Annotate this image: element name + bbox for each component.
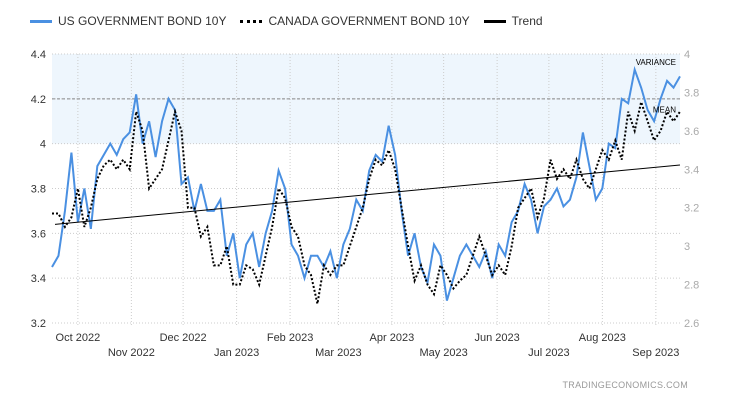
y-tick-left: 3.4 xyxy=(31,273,46,285)
y-tick-left: 3.2 xyxy=(31,318,46,330)
legend-label: CANADA GOVERNMENT BOND 10Y xyxy=(268,14,470,28)
x-tick-label: Mar 2023 xyxy=(315,347,361,359)
y-tick-left: 4 xyxy=(40,139,46,151)
x-tick-label: Jul 2023 xyxy=(528,347,570,359)
legend-label: Trend xyxy=(511,14,543,28)
x-tick-label: Jun 2023 xyxy=(474,332,519,344)
x-tick-label: May 2023 xyxy=(419,347,467,359)
legend: US GOVERNMENT BOND 10Y CANADA GOVERNMENT… xyxy=(30,14,543,28)
y-tick-left: 4.4 xyxy=(31,49,46,61)
y-tick-right: 3.2 xyxy=(684,203,699,215)
annotation-mean: MEAN xyxy=(653,105,676,114)
watermark: TRADINGECONOMICS.COM xyxy=(562,380,688,390)
legend-item-canada[interactable]: CANADA GOVERNMENT BOND 10Y xyxy=(240,14,470,28)
legend-item-trend[interactable]: Trend xyxy=(483,14,543,28)
x-tick-label: Aug 2023 xyxy=(579,332,626,344)
legend-swatch-canada xyxy=(240,19,263,23)
x-tick-label: Apr 2023 xyxy=(370,332,415,344)
y-tick-right: 3.8 xyxy=(684,87,699,99)
y-tick-right: 4 xyxy=(684,49,690,61)
y-tick-left: 3.8 xyxy=(31,184,46,196)
series-line-canada xyxy=(52,98,681,305)
y-tick-right: 3.4 xyxy=(684,164,699,176)
y-tick-left: 4.2 xyxy=(31,94,46,106)
y-tick-right: 3.6 xyxy=(684,126,699,138)
legend-label: US GOVERNMENT BOND 10Y xyxy=(58,14,227,28)
legend-swatch-us xyxy=(30,19,52,23)
x-tick-label: Feb 2023 xyxy=(267,332,313,344)
variance-band xyxy=(52,54,680,144)
x-tick-label: Nov 2022 xyxy=(108,347,155,359)
x-tick-label: Oct 2022 xyxy=(56,332,101,344)
y-tick-right: 2.8 xyxy=(684,280,699,292)
annotation-variance: VARIANCE xyxy=(636,58,676,67)
x-tick-label: Sep 2023 xyxy=(632,347,679,359)
y-tick-right: 2.6 xyxy=(684,318,699,330)
legend-item-us[interactable]: US GOVERNMENT BOND 10Y xyxy=(30,14,226,28)
x-tick-label: Dec 2022 xyxy=(160,332,207,344)
x-tick-label: Jan 2023 xyxy=(214,347,259,359)
legend-swatch-trend xyxy=(483,19,506,23)
y-tick-left: 3.6 xyxy=(31,228,46,240)
y-tick-right: 3 xyxy=(684,241,690,253)
trend-line xyxy=(54,164,681,225)
